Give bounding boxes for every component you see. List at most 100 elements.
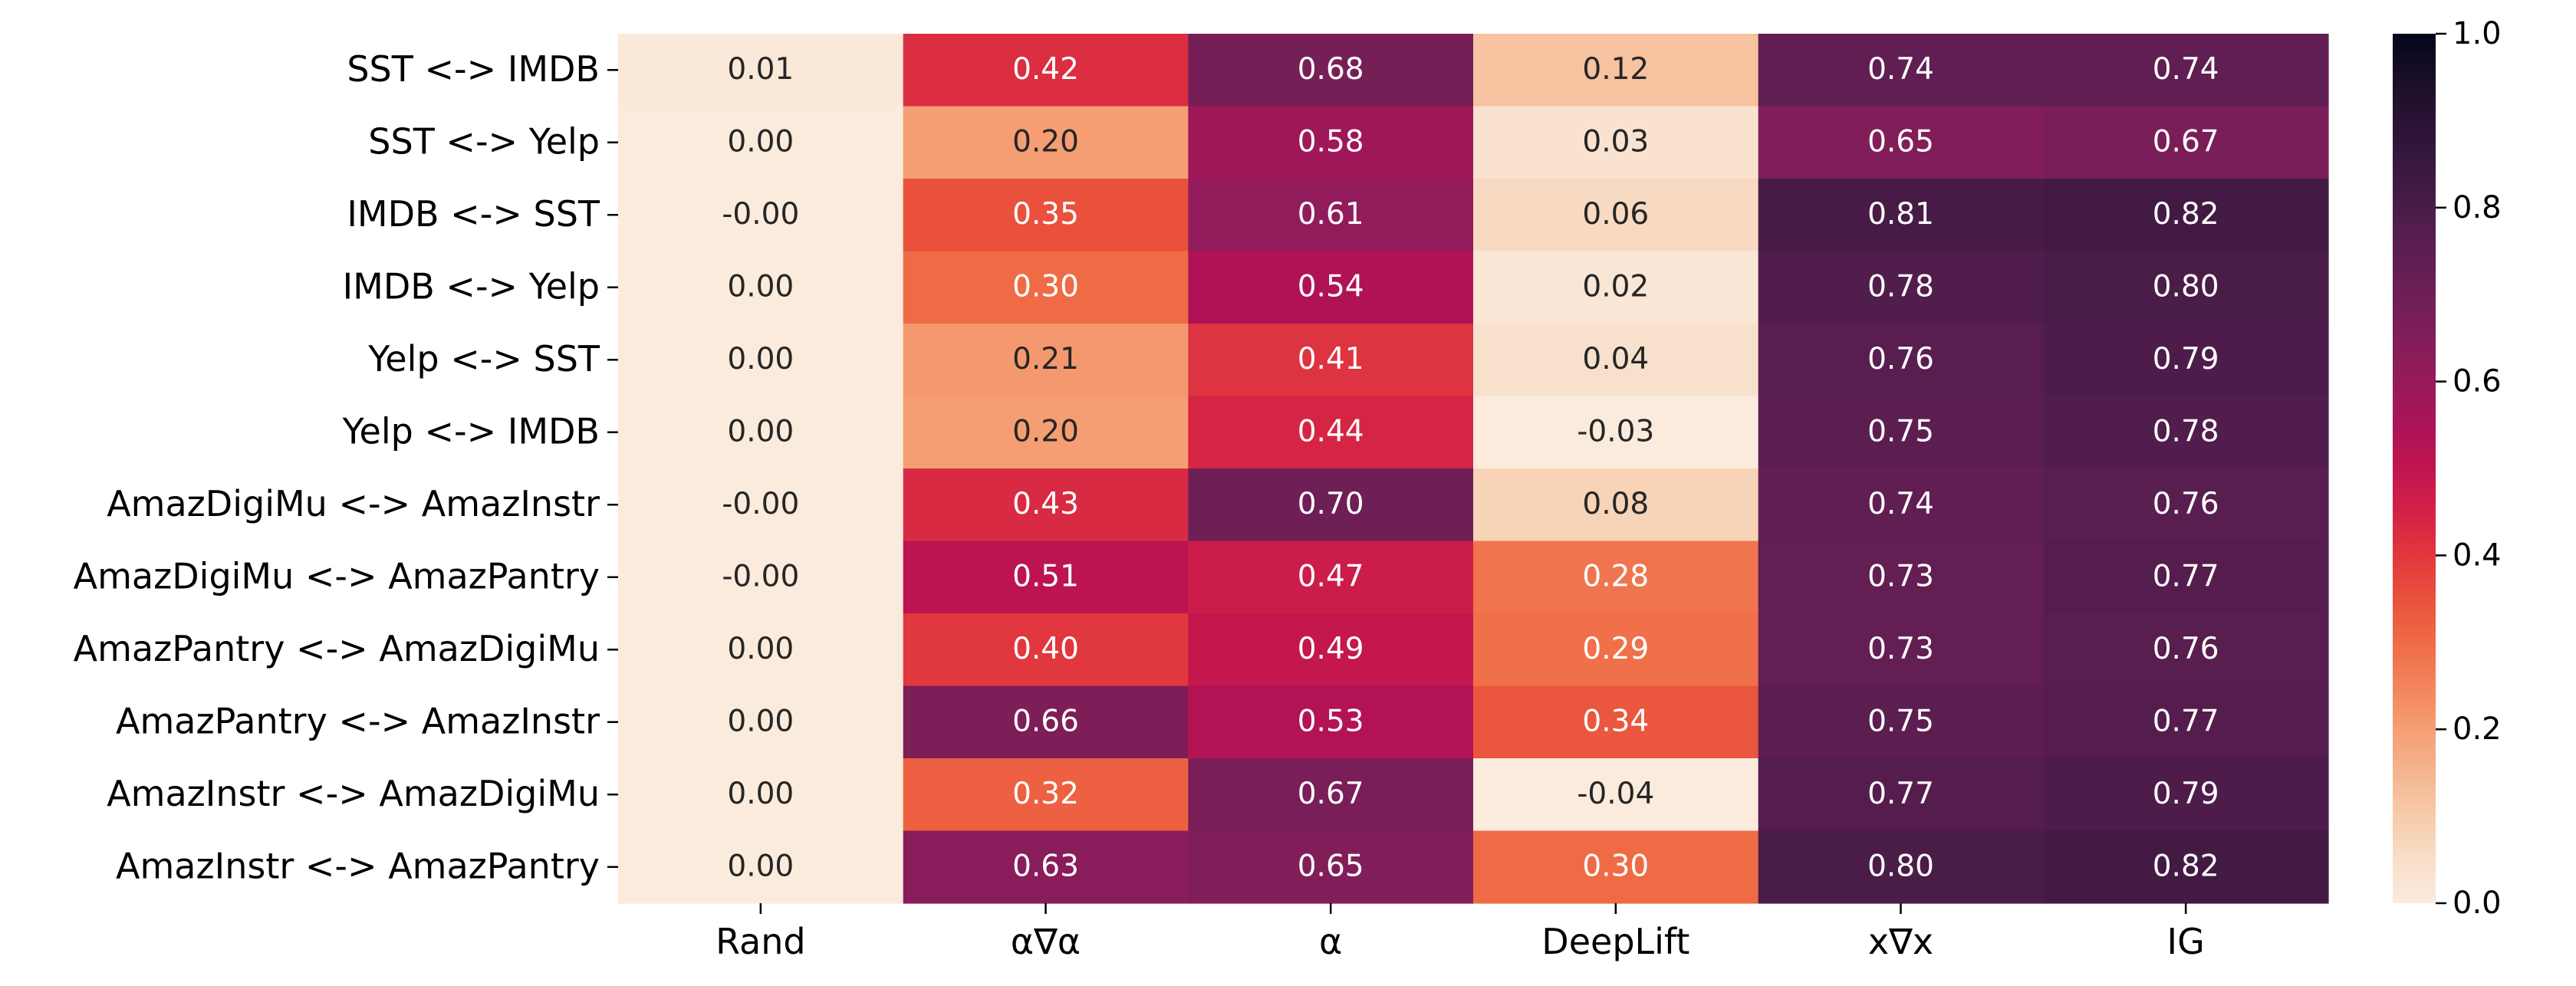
cell-annotation: 0.34: [1582, 704, 1649, 738]
heatmap-cell: [1188, 468, 1474, 542]
cell-annotation: 0.65: [1298, 849, 1364, 883]
heatmap-cell: [1188, 613, 1474, 687]
cell-annotation: 0.66: [1012, 704, 1079, 738]
heatmap-cell: [1758, 34, 2044, 107]
heatmap-cell: [903, 396, 1189, 469]
heatmap-cell: [1188, 106, 1474, 179]
column-label: α∇α: [1011, 921, 1081, 962]
heatmap-cell: [618, 324, 904, 397]
cell-annotation: 0.78: [2153, 414, 2219, 449]
heatmap-cell: [2043, 685, 2329, 759]
heatmap-cell: [1473, 34, 1759, 107]
heatmap-cell: [903, 830, 1189, 904]
heatmap-cell: [903, 251, 1189, 324]
heatmap-cell: [618, 830, 904, 904]
cell-annotation: 0.06: [1582, 197, 1649, 232]
heatmap-cell: [903, 106, 1189, 179]
heatmap-cell: [618, 179, 904, 252]
cell-annotation: 0.51: [1012, 559, 1079, 593]
heatmap-cell: [1473, 758, 1759, 832]
row-labels: SST <-> IMDB SST <-> Yelp IMDB <-> SST IMDB…: [74, 48, 618, 886]
row-label: SST <-> Yelp: [368, 120, 600, 162]
cell-annotation: 0.68: [1298, 52, 1364, 87]
heatmap-cell: [618, 468, 904, 542]
cell-annotation: 0.76: [2153, 487, 2219, 521]
heatmap-cell: [2043, 179, 2329, 252]
cell-annotation: 0.78: [1867, 269, 1934, 304]
heatmap-cell: [1473, 468, 1759, 542]
cell-annotation: 0.77: [1867, 777, 1934, 811]
cell-annotation: 0.54: [1298, 269, 1364, 304]
cell-annotations: 0.01 0.42 0.68 0.12 0.74 0.74 0.00 0.20 0.58 0.03…: [722, 52, 2219, 884]
cell-annotation: 0.00: [727, 777, 794, 811]
colorbar-tick-label: 1.0: [2453, 16, 2502, 51]
cell-annotation: 0.81: [1867, 197, 1934, 232]
cell-annotation: 0.73: [1867, 559, 1934, 593]
cell-annotation: 0.77: [2153, 559, 2219, 593]
heatmap-cell: [1473, 830, 1759, 904]
cell-annotation: 0.80: [2153, 269, 2219, 304]
heatmap-cell: [2043, 468, 2329, 542]
cell-annotation: 0.80: [1867, 849, 1934, 883]
cell-annotation: 0.67: [1298, 777, 1364, 811]
colorbar-tick-label: 0.2: [2453, 712, 2502, 747]
heatmap-cell: [2043, 106, 2329, 179]
heatmap-cell: [1473, 541, 1759, 614]
cell-annotation: 0.74: [1867, 487, 1934, 521]
cell-annotation: 0.20: [1012, 124, 1079, 159]
heatmap-cell: [1188, 34, 1474, 107]
heatmap-cell: [1188, 758, 1474, 832]
heatmap-cell: [2043, 758, 2329, 832]
heatmap-cell: [618, 396, 904, 469]
row-label: IMDB <-> SST: [347, 193, 600, 235]
heatmap-cell: [1473, 613, 1759, 687]
cell-annotation: 0.00: [727, 632, 794, 666]
column-labels: Rand α∇α α DeepLift x∇x IG: [716, 903, 2205, 962]
row-label: SST <-> IMDB: [347, 48, 600, 90]
heatmap-cell: [903, 541, 1189, 614]
cell-annotation: 0.00: [727, 414, 794, 449]
row-label: AmazDigiMu <-> AmazPantry: [74, 555, 600, 597]
row-label: Yelp <-> IMDB: [342, 410, 600, 452]
cell-annotation: 0.00: [727, 124, 794, 159]
cell-annotation: 0.65: [1867, 124, 1934, 159]
cell-annotation: 0.03: [1582, 124, 1649, 159]
cell-annotation: 0.77: [2153, 704, 2219, 738]
cell-annotation: 0.61: [1298, 197, 1364, 232]
heatmap-cell: [618, 685, 904, 759]
heatmap-cell: [2043, 251, 2329, 324]
cell-annotation: -0.03: [1577, 414, 1654, 449]
cell-annotation: 0.44: [1298, 414, 1364, 449]
column-label: DeepLift: [1541, 921, 1689, 962]
cell-annotation: -0.04: [1577, 777, 1654, 811]
cell-annotation: 0.47: [1298, 559, 1364, 593]
colorbar: 0.0 0.2 0.4 0.6 0.8 1.0: [2393, 16, 2502, 921]
heatmap-cell: [903, 758, 1189, 832]
heatmap-cell: [1758, 541, 2044, 614]
cell-annotation: 0.74: [1867, 52, 1934, 87]
heatmap-cell: [1188, 251, 1474, 324]
heatmap-cell: [1188, 179, 1474, 252]
heatmap-cell: [1758, 396, 2044, 469]
cell-annotation: 0.00: [727, 704, 794, 738]
heatmap-cell: [1758, 613, 2044, 687]
heatmap-cell: [1473, 685, 1759, 759]
cell-annotation: 0.01: [727, 52, 794, 87]
cell-annotation: 0.70: [1298, 487, 1364, 521]
cell-annotation: 0.32: [1012, 777, 1079, 811]
cell-annotation: -0.00: [722, 487, 799, 521]
cell-annotation: 0.76: [2153, 632, 2219, 666]
cell-annotation: 0.12: [1582, 52, 1649, 87]
heatmap-cell: [618, 758, 904, 832]
heatmap-cell: [1188, 685, 1474, 759]
cell-annotation: 0.74: [2153, 52, 2219, 87]
heatmap-cell: [1758, 106, 2044, 179]
row-label: AmazPantry <-> AmazDigiMu: [74, 628, 600, 669]
heatmap-cell: [1758, 468, 2044, 542]
heatmap-cell: [618, 541, 904, 614]
cell-annotation: 0.00: [727, 342, 794, 376]
colorbar-tick-label: 0.8: [2453, 190, 2502, 225]
cell-annotation: 0.82: [2153, 849, 2219, 883]
heatmap-cell: [2043, 541, 2329, 614]
